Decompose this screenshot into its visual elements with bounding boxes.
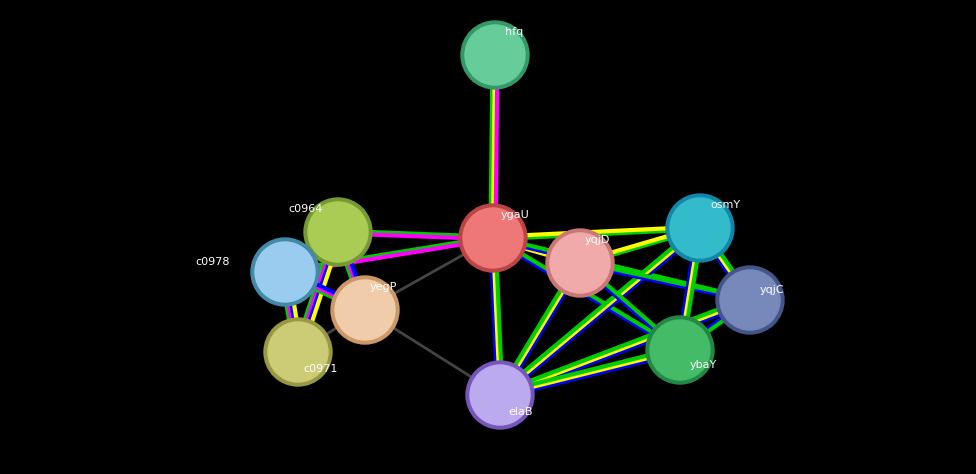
Circle shape [335, 280, 395, 340]
Text: yqjC: yqjC [760, 285, 785, 295]
Circle shape [331, 276, 399, 344]
Text: hfq: hfq [505, 27, 523, 37]
Text: c0978: c0978 [195, 257, 230, 267]
Circle shape [650, 320, 710, 380]
Text: elaB: elaB [508, 407, 533, 417]
Circle shape [716, 266, 784, 334]
Circle shape [470, 365, 530, 425]
Circle shape [466, 361, 534, 429]
Text: yegP: yegP [370, 282, 397, 292]
Text: ygaU: ygaU [501, 210, 530, 220]
Circle shape [463, 208, 523, 268]
Text: c0971: c0971 [303, 364, 338, 374]
Circle shape [264, 318, 332, 386]
Circle shape [459, 204, 527, 272]
Text: c0964: c0964 [289, 204, 323, 214]
Circle shape [720, 270, 780, 330]
Circle shape [646, 316, 714, 384]
Circle shape [550, 233, 610, 293]
Circle shape [255, 242, 315, 302]
Circle shape [465, 25, 525, 85]
Circle shape [304, 198, 372, 266]
Text: yqjD: yqjD [585, 235, 610, 245]
Text: ybaY: ybaY [690, 360, 717, 370]
Circle shape [546, 229, 614, 297]
Circle shape [251, 238, 319, 306]
Text: osmY: osmY [710, 200, 740, 210]
Circle shape [308, 202, 368, 262]
Circle shape [268, 322, 328, 382]
Circle shape [666, 194, 734, 262]
Circle shape [670, 198, 730, 258]
Circle shape [461, 21, 529, 89]
